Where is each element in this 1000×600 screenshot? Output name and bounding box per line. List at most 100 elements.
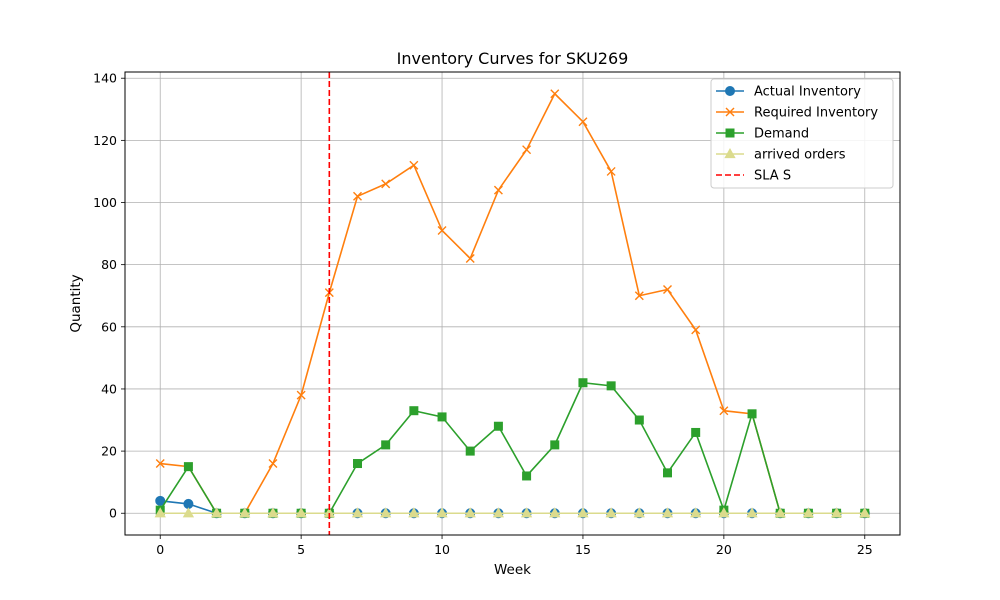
legend-item-actual-inventory: Actual Inventory <box>716 85 861 100</box>
x-tick-label: 10 <box>434 542 450 557</box>
data-point-actual-inventory <box>155 495 166 506</box>
y-tick-label: 120 <box>93 133 117 148</box>
marker-stroke <box>725 107 735 117</box>
data-point-demand <box>663 468 672 478</box>
plot-area <box>154 72 871 535</box>
data-point-arrived-orders <box>182 507 195 518</box>
data-point-demand <box>634 415 644 425</box>
marker-stroke <box>353 191 362 201</box>
legend-label-actual-inventory: Actual Inventory <box>754 85 861 100</box>
data-point-arrived-orders <box>408 507 420 518</box>
marker-stroke <box>409 160 419 170</box>
marker-stroke <box>719 406 729 416</box>
data-point-demand <box>437 412 447 422</box>
marker-stroke <box>691 325 701 335</box>
marker-stroke <box>437 225 447 235</box>
x-tick-label: 15 <box>575 542 591 557</box>
y-axis-label: Quantity <box>68 274 84 332</box>
data-point-required-inventory <box>437 225 447 235</box>
data-point-demand <box>550 440 560 450</box>
data-point-arrived-orders <box>549 507 561 518</box>
x-tick-label: 25 <box>857 542 873 557</box>
legend-label-arrived-orders: arrived orders <box>754 148 846 163</box>
data-point-required-inventory <box>381 179 391 189</box>
legend-marker-demand <box>725 128 735 138</box>
data-point-arrived-orders <box>436 507 448 518</box>
data-point-demand <box>522 471 532 481</box>
data-point-required-inventory <box>606 166 616 176</box>
data-point-required-inventory <box>578 117 588 127</box>
series-line-required-inventory <box>160 92 865 515</box>
marker-stroke <box>155 459 165 469</box>
legend-label-demand: Demand <box>754 127 809 142</box>
legend-marker-arrived-orders <box>724 147 736 159</box>
marker-stroke <box>296 390 306 400</box>
x-axis-label: Week <box>494 562 531 578</box>
legend: Actual Inventory Required Inventory Demand… <box>710 78 894 189</box>
y-tick-label: 100 <box>93 195 117 210</box>
marker-stroke <box>578 117 588 127</box>
marker-stroke <box>663 285 672 295</box>
data-point-demand <box>381 440 391 450</box>
data-point-actual-inventory <box>183 498 194 509</box>
legend-box <box>710 78 894 189</box>
data-point-arrived-orders <box>492 507 505 518</box>
axis-ticks: 0 5 10 15 20 25 0 20 40 60 80 100 120 140 <box>93 71 873 557</box>
data-point-arrived-orders <box>633 507 645 518</box>
data-point-arrived-orders <box>802 507 815 518</box>
legend-marker-actual-inventory <box>725 86 735 96</box>
data-point-arrived-orders <box>577 507 589 518</box>
data-point-required-inventory <box>691 325 701 335</box>
data-point-arrived-orders <box>605 507 617 518</box>
data-point-required-inventory <box>409 160 419 170</box>
marker-stroke <box>634 291 644 301</box>
data-point-required-inventory <box>634 291 644 301</box>
marker-stroke <box>606 166 616 176</box>
y-tick-label: 40 <box>101 381 117 396</box>
data-point-required-inventory <box>465 253 475 263</box>
x-tick-label: 20 <box>716 542 732 557</box>
legend-item-demand: Demand <box>716 127 809 142</box>
marker-stroke <box>465 253 475 263</box>
y-tick-label: 20 <box>101 444 117 459</box>
y-tick-label: 140 <box>93 71 117 86</box>
data-point-arrived-orders <box>464 507 476 518</box>
data-point-required-inventory <box>353 191 362 201</box>
data-point-demand <box>606 381 616 391</box>
data-point-arrived-orders <box>520 507 533 518</box>
plot-frame <box>124 71 901 536</box>
data-point-required-inventory <box>155 459 165 469</box>
x-tick-label: 5 <box>297 542 305 557</box>
data-point-arrived-orders <box>718 507 730 518</box>
y-tick-label: 60 <box>101 319 117 334</box>
data-point-arrived-orders <box>746 507 758 518</box>
data-point-arrived-orders <box>154 507 166 518</box>
data-point-required-inventory <box>663 285 672 295</box>
data-point-demand <box>747 409 757 419</box>
chart-title: Inventory Curves for SKU269 <box>397 49 629 68</box>
data-point-demand <box>493 421 503 431</box>
y-tick-label: 80 <box>101 257 117 272</box>
data-point-required-inventory <box>493 185 503 195</box>
marker-stroke <box>268 459 278 469</box>
data-point-demand <box>465 446 475 456</box>
data-point-demand <box>691 427 701 437</box>
data-point-required-inventory <box>719 406 729 416</box>
marker-stroke <box>522 145 532 155</box>
data-point-arrived-orders <box>210 507 223 518</box>
marker-stroke <box>550 89 560 99</box>
y-tick-label: 0 <box>109 506 117 521</box>
legend-item-required-inventory: Required Inventory <box>716 106 878 121</box>
legend-label-sla-s: SLA S <box>754 169 791 184</box>
data-point-required-inventory <box>296 390 306 400</box>
data-point-demand <box>183 462 193 472</box>
marker-stroke <box>493 185 503 195</box>
data-point-arrived-orders <box>661 507 674 518</box>
grid-lines <box>125 72 900 535</box>
legend-item-arrived-orders: arrived orders <box>716 148 846 163</box>
legend-label-required-inventory: Required Inventory <box>754 106 878 121</box>
data-point-arrived-orders <box>239 507 251 518</box>
data-point-demand <box>353 459 362 469</box>
legend-marker-required-inventory <box>725 107 735 117</box>
